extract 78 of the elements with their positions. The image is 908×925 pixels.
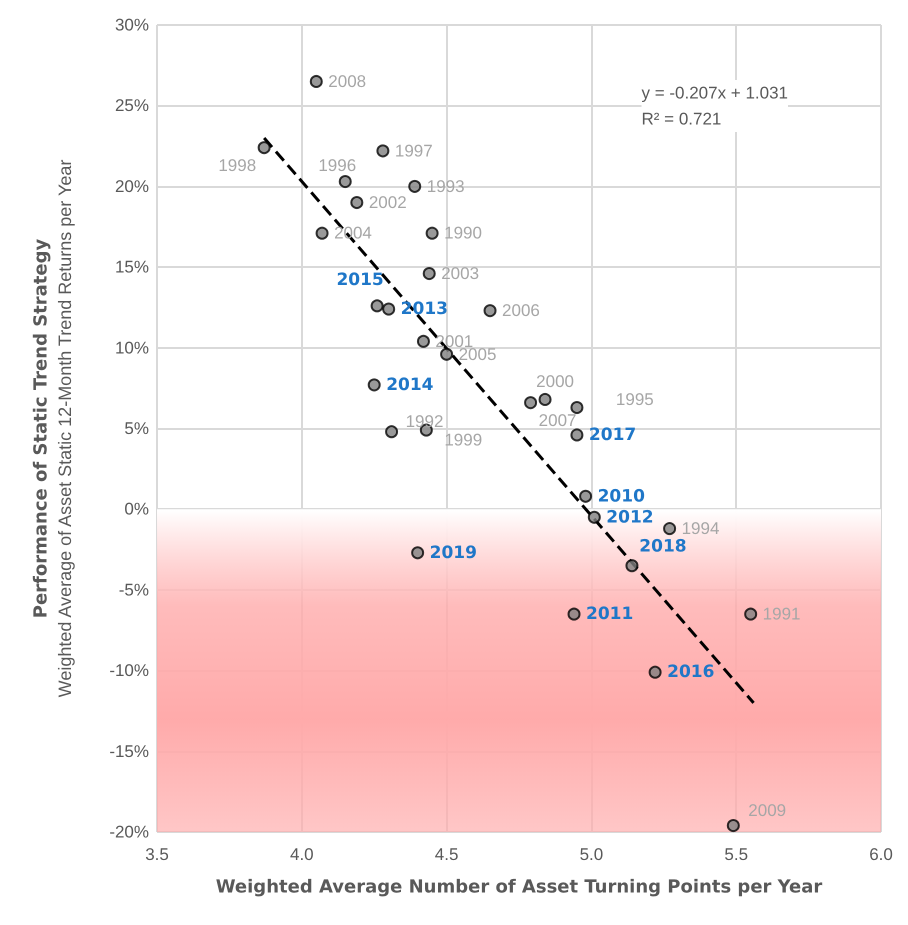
point xyxy=(579,490,592,503)
y-tick-label: -20% xyxy=(109,822,149,842)
annotation: 2000 xyxy=(536,372,574,391)
point xyxy=(568,608,581,621)
annotation: 2009 xyxy=(748,801,786,820)
annotation: 2003 xyxy=(441,264,480,284)
point xyxy=(416,334,430,348)
point xyxy=(663,522,676,536)
x-tick-label: 5.5 xyxy=(724,845,748,864)
point xyxy=(744,608,758,621)
point xyxy=(370,299,384,312)
y-tick-label: 15% xyxy=(114,258,149,277)
annotation: 1997 xyxy=(394,141,433,160)
annotation: 2011 xyxy=(586,604,634,624)
annotation: 2018 xyxy=(639,536,687,557)
point xyxy=(258,141,271,154)
point xyxy=(411,546,424,560)
annotation: 1996 xyxy=(318,156,356,176)
point xyxy=(440,348,454,361)
y-tick-label: 25% xyxy=(114,96,149,116)
y-tick-label: 5% xyxy=(124,419,149,438)
annotation: 2014 xyxy=(386,374,434,395)
y-tick-label: 10% xyxy=(114,338,149,358)
annotation: 1998 xyxy=(218,156,256,176)
annotation: 2006 xyxy=(502,301,540,320)
annotation: y = -0.207x + 1.031 xyxy=(642,84,788,102)
annotation: 2010 xyxy=(598,486,646,506)
annotation: 2017 xyxy=(588,424,636,445)
y-tick-label: -5% xyxy=(118,580,149,600)
point xyxy=(382,302,396,316)
point xyxy=(570,401,584,414)
y-tick-label: 0% xyxy=(124,500,149,519)
y-tick-label: 20% xyxy=(114,176,149,196)
annotation: 2008 xyxy=(328,72,366,91)
point xyxy=(422,267,436,280)
point xyxy=(588,510,601,524)
x-tick-label: 4.0 xyxy=(290,845,314,864)
x-tick-label: 4.5 xyxy=(434,845,458,864)
point xyxy=(726,819,740,832)
annotation: 1994 xyxy=(682,519,720,538)
y-tick-label: -10% xyxy=(109,661,149,680)
x-axis-title: Weighted Average Number of Asset Turning Points per Year xyxy=(216,876,822,898)
y-axis-title: Performance of Static Trend Strategy Weighted Average of Asset Static 12-Month Trend Returns per Year xyxy=(30,160,75,698)
point xyxy=(524,396,538,410)
annotation: 2015 xyxy=(336,270,384,290)
point xyxy=(538,392,552,406)
annotation: 2012 xyxy=(606,507,654,528)
annotation: 2007 xyxy=(538,411,576,430)
y-tick-label: 30% xyxy=(114,16,149,34)
annotation: 2004 xyxy=(334,224,372,243)
x-tick-label: 6.0 xyxy=(869,845,893,864)
annotation: 1995 xyxy=(616,390,654,410)
annotation: R² = 0.721 xyxy=(642,110,722,128)
point xyxy=(426,226,439,240)
point xyxy=(648,666,662,679)
annotation: 1993 xyxy=(426,176,465,196)
point xyxy=(625,559,638,572)
x-tick-label: 5.0 xyxy=(580,845,604,864)
y-tick-label: -15% xyxy=(109,742,149,761)
point xyxy=(408,180,422,193)
point xyxy=(316,226,329,240)
annotation: 2019 xyxy=(430,542,477,563)
annotation: 1999 xyxy=(444,430,482,450)
point xyxy=(338,175,352,188)
point xyxy=(368,378,381,392)
annotation: 1992 xyxy=(406,412,444,432)
point xyxy=(385,425,398,438)
x-tick-label: 3.5 xyxy=(145,845,169,864)
point xyxy=(310,74,323,88)
point xyxy=(570,428,584,442)
annotation: 1990 xyxy=(444,224,482,243)
annotation: 2002 xyxy=(368,193,407,212)
point xyxy=(350,196,364,210)
annotation: 2016 xyxy=(667,662,714,682)
point xyxy=(376,144,390,158)
annotation: 2013 xyxy=(400,299,448,320)
annotation: 1991 xyxy=(762,604,801,624)
point xyxy=(484,304,497,318)
